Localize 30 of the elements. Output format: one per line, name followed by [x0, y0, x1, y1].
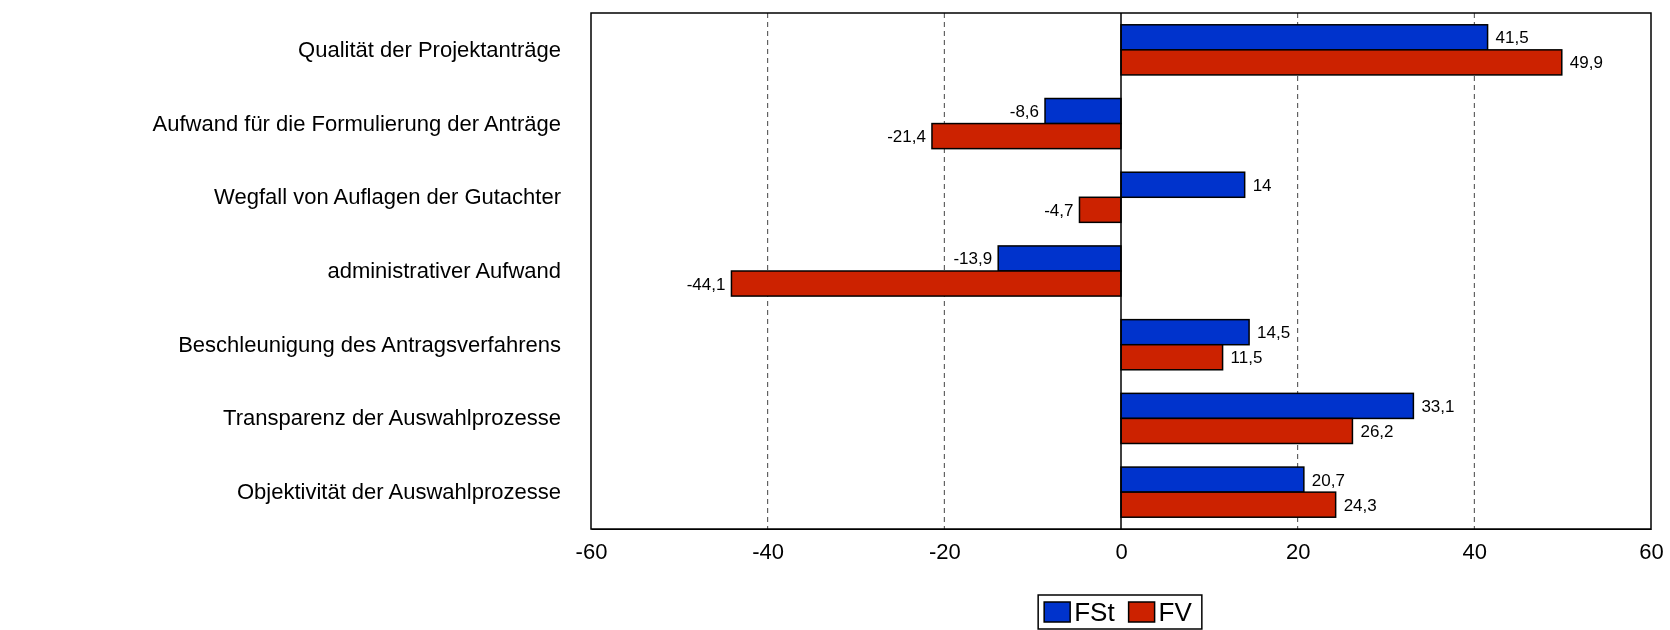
x-tick-label: 0 — [1115, 538, 1128, 564]
data-label: 49,9 — [1569, 53, 1603, 73]
data-label: 24,3 — [1343, 495, 1377, 515]
data-label: -13,9 — [953, 249, 993, 269]
data-label: 11,5 — [1230, 348, 1263, 368]
data-label: 14 — [1252, 175, 1272, 195]
y-tick-label: Objektivität der Auswahlprozesse — [236, 479, 561, 505]
legend-label: FSt — [1074, 597, 1116, 627]
x-tick-label: 40 — [1462, 538, 1488, 564]
y-tick-label: Transparenz der Auswahlprozesse — [223, 405, 561, 431]
data-label: -4,7 — [1044, 200, 1074, 220]
y-tick-label: administrativer Aufwand — [327, 258, 561, 284]
x-tick-label: -40 — [752, 538, 785, 564]
x-tick-label: -20 — [928, 538, 961, 564]
data-label: -21,4 — [887, 127, 926, 147]
data-label: 41,5 — [1495, 28, 1529, 48]
data-label: 26,2 — [1360, 421, 1394, 441]
x-tick-label: -60 — [575, 538, 608, 564]
legend-label: FV — [1158, 597, 1193, 627]
data-label: 20,7 — [1311, 470, 1345, 490]
data-label: 33,1 — [1421, 396, 1455, 416]
data-label: -44,1 — [686, 274, 726, 294]
y-tick-label: Beschleunigung des Antragsverfahrens — [178, 331, 561, 357]
y-tick-label: Aufwand für die Formulierung der Anträge — [152, 110, 561, 136]
data-label: -8,6 — [1009, 102, 1040, 122]
y-tick-label: Qualität der Projektanträge — [298, 36, 561, 62]
x-tick-label: 60 — [1639, 538, 1664, 564]
x-tick-label: 20 — [1285, 538, 1311, 564]
y-tick-label: Wegfall von Auflagen der Gutachter — [214, 184, 561, 210]
data-label: 14,5 — [1257, 323, 1291, 343]
